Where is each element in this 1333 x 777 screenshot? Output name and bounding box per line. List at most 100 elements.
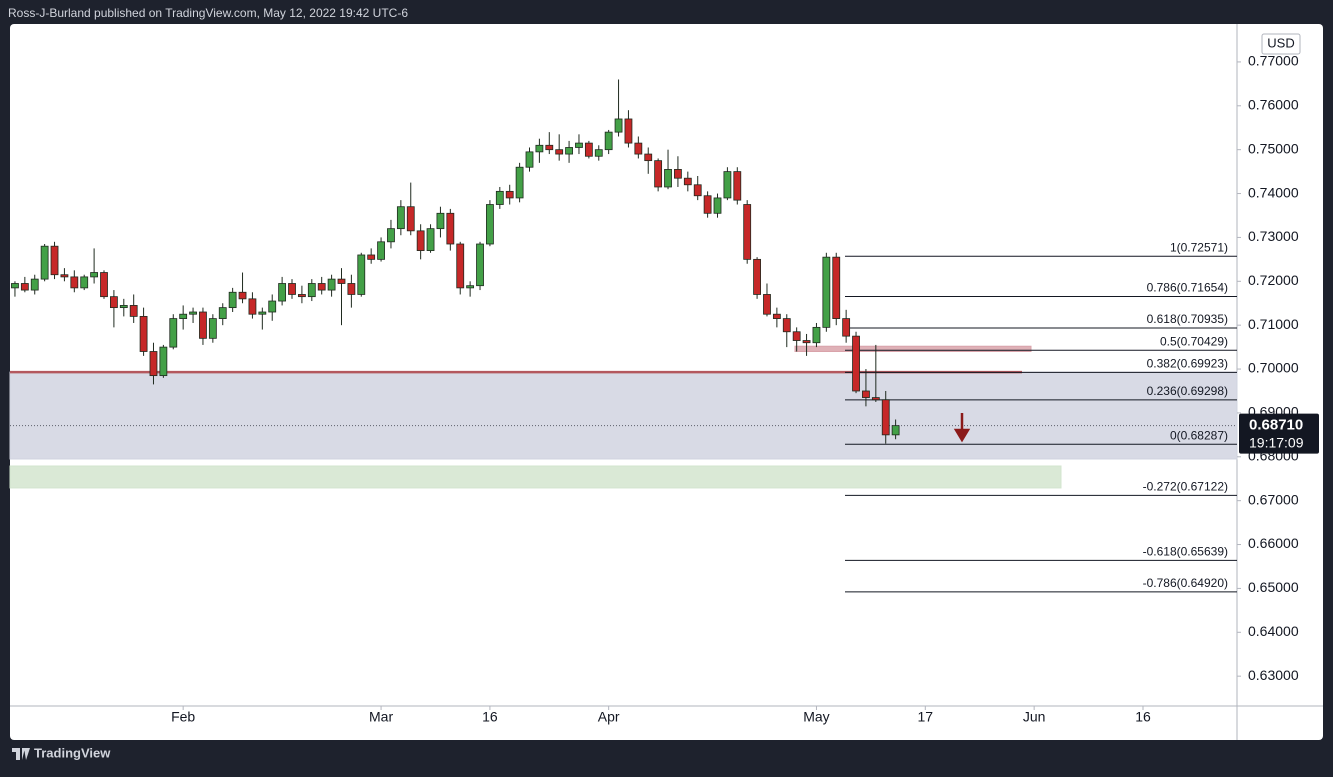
y-tick-label: 0.67000 xyxy=(1248,491,1299,507)
candle-body xyxy=(881,399,890,436)
candle-body xyxy=(565,147,573,155)
candle-body xyxy=(169,318,178,348)
currency-box xyxy=(1261,33,1301,55)
candle-body xyxy=(199,311,207,339)
candle-body xyxy=(723,171,732,199)
candle-body xyxy=(80,276,89,289)
fib-label: 0(0.68287) xyxy=(1170,428,1228,442)
candle-body xyxy=(129,305,138,317)
candle-body xyxy=(763,294,771,315)
fib-label: 0.236(0.69298) xyxy=(1147,384,1228,398)
fib-label: 0.382(0.69923) xyxy=(1147,357,1228,371)
down-arrow xyxy=(953,413,971,443)
candle-body xyxy=(584,142,593,157)
candle-body xyxy=(614,118,623,133)
candle-body xyxy=(70,276,79,289)
byline: Ross-J-Burland published on TradingView.… xyxy=(8,6,408,20)
candle-body xyxy=(802,340,811,344)
candle-body xyxy=(515,166,524,199)
candle-body xyxy=(832,256,841,319)
candle-body xyxy=(426,228,435,251)
countdown: 19:17:09 xyxy=(1249,434,1304,450)
candle-body xyxy=(288,283,296,295)
x-tick-label: Apr xyxy=(598,709,620,725)
fib-label: -0.272(0.67122) xyxy=(1143,479,1228,493)
candle-body xyxy=(654,160,663,188)
y-tick-label: 0.73000 xyxy=(1248,228,1299,244)
candle-body xyxy=(90,272,99,278)
candle-body xyxy=(307,283,316,298)
candle-body xyxy=(456,243,465,289)
candle-body xyxy=(228,291,237,309)
candle-body xyxy=(713,197,722,214)
brand: TradingView xyxy=(34,745,111,760)
candle-body xyxy=(60,274,69,278)
candle-body xyxy=(664,169,672,188)
candle-body xyxy=(624,118,633,144)
zone xyxy=(794,345,1032,352)
candle-body xyxy=(555,149,564,155)
currency: USD xyxy=(1267,35,1294,50)
candle-body xyxy=(258,311,267,315)
candle-body xyxy=(238,291,247,300)
y-tick-label: 0.66000 xyxy=(1248,535,1299,551)
x-tick-label: 16 xyxy=(1135,709,1151,725)
brand-logo xyxy=(12,748,30,760)
y-tick-label: 0.77000 xyxy=(1248,53,1299,69)
candle-body xyxy=(476,243,484,287)
candle-body xyxy=(545,144,554,151)
x-tick-label: Jun xyxy=(1023,709,1046,725)
x-tick-label: Feb xyxy=(171,709,195,725)
candle-body xyxy=(594,149,603,157)
candle-body xyxy=(139,315,148,352)
candle-body xyxy=(11,283,19,289)
candle-body xyxy=(812,326,821,344)
x-tick-label: 17 xyxy=(918,709,934,725)
candle-body xyxy=(703,195,712,214)
candle-body xyxy=(347,283,356,295)
y-tick-label: 0.64000 xyxy=(1248,623,1299,639)
candle-body xyxy=(436,212,445,230)
candle-body xyxy=(575,142,583,148)
candle-body xyxy=(357,254,366,295)
candle-body xyxy=(50,245,59,276)
last-price-box xyxy=(1239,413,1319,454)
candle-body xyxy=(634,142,643,155)
y-tick-label: 0.74000 xyxy=(1248,184,1299,200)
candle-body xyxy=(604,131,613,151)
candle-body xyxy=(743,204,752,260)
candle-body xyxy=(674,169,682,179)
candle-body xyxy=(644,153,653,162)
candle-body xyxy=(20,283,29,291)
candle-body xyxy=(317,283,326,291)
candle-body xyxy=(149,351,158,377)
y-tick-label: 0.72000 xyxy=(1248,272,1299,288)
candle-body xyxy=(179,313,188,319)
x-tick-label: May xyxy=(803,709,829,725)
x-tick-label: 16 xyxy=(482,709,498,725)
candle-body xyxy=(367,254,376,260)
candle-body xyxy=(466,285,475,289)
y-tick-label: 0.71000 xyxy=(1248,316,1299,332)
y-tick-label: 0.75000 xyxy=(1248,140,1299,156)
candle-body xyxy=(683,177,692,186)
zone xyxy=(9,465,1062,489)
candle-body xyxy=(792,331,801,341)
candle-body xyxy=(842,318,851,337)
candle-body xyxy=(327,278,336,291)
fib-label: -0.786(0.64920) xyxy=(1143,576,1228,590)
candle-body xyxy=(208,318,217,339)
candle-body xyxy=(871,397,880,401)
plot: 1(0.72571) 0.786(0.71654) 0.618(0.70935) 0.… xyxy=(9,53,1299,725)
fib-label: 1(0.72571) xyxy=(1170,240,1228,254)
candle-body xyxy=(852,335,860,392)
candle-body xyxy=(505,190,514,199)
candle-body xyxy=(100,272,108,298)
candle-body xyxy=(396,206,405,230)
y-tick-label: 0.76000 xyxy=(1248,97,1299,113)
candle-body xyxy=(535,144,544,153)
candle-body xyxy=(891,425,900,436)
y-tick-label: 0.65000 xyxy=(1248,579,1299,595)
candle-body xyxy=(693,184,702,197)
